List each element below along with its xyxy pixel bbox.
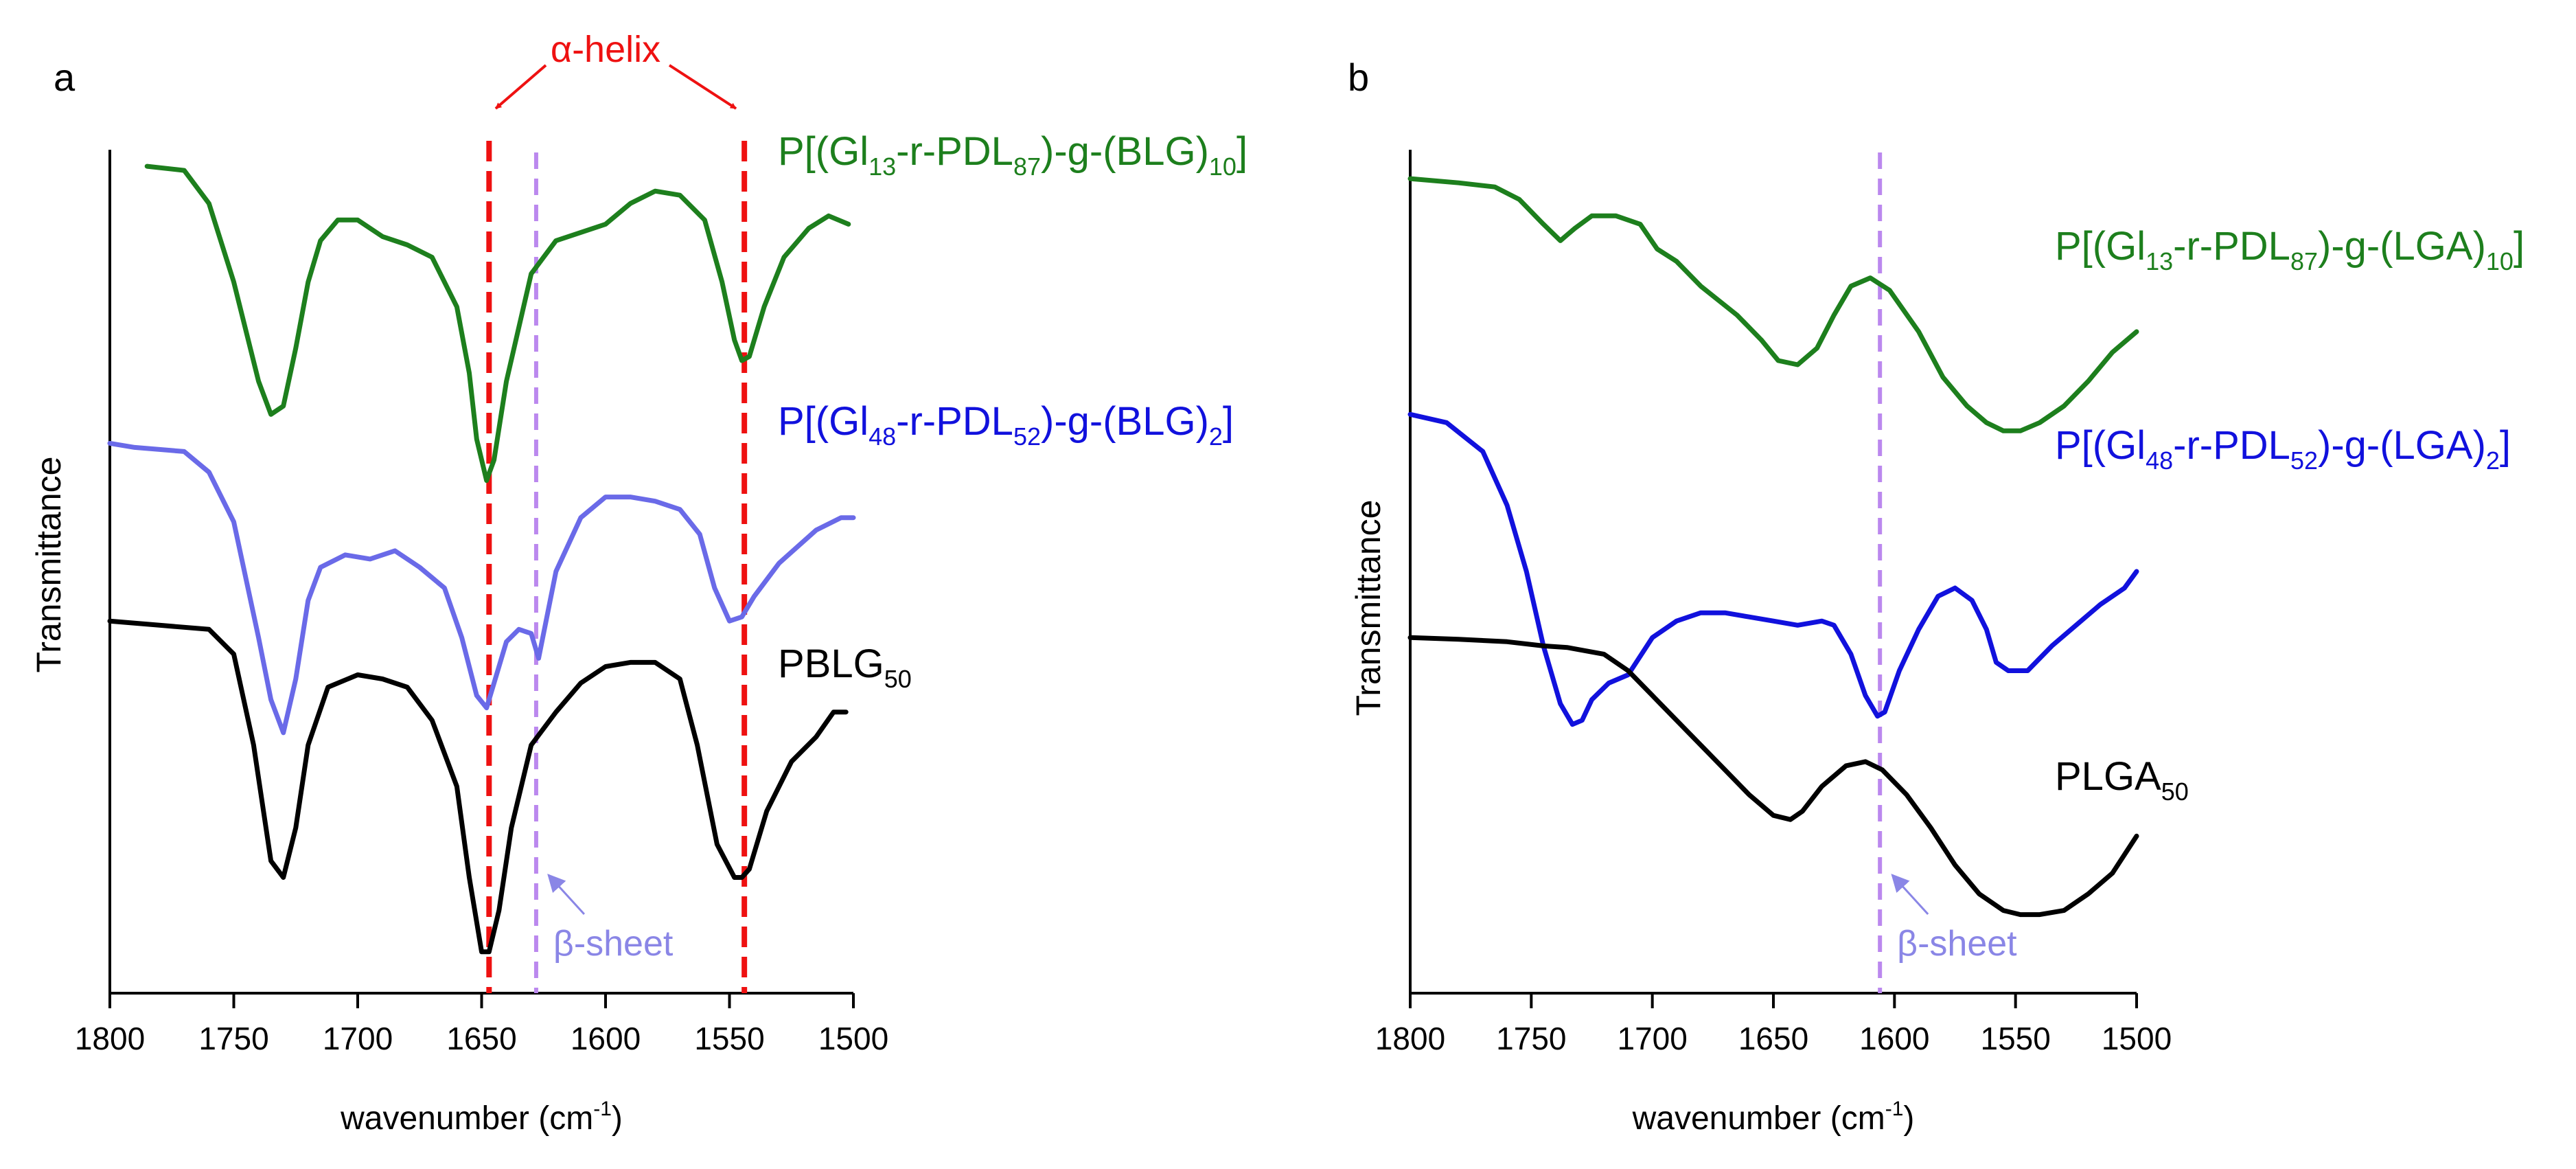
series-label-part: 13 bbox=[2146, 247, 2173, 275]
series-label-part: -r-PDL bbox=[896, 399, 1013, 444]
beta-sheet-arrow bbox=[547, 874, 586, 916]
x-tick-label: 1750 bbox=[198, 1021, 268, 1056]
x-tick-label: 1800 bbox=[75, 1021, 145, 1056]
series-label-part: 50 bbox=[884, 665, 912, 693]
series-label-part: P[(Gl bbox=[778, 399, 869, 444]
x-tick-label: 1650 bbox=[1738, 1021, 1808, 1056]
panel-label: b bbox=[1348, 56, 1369, 99]
series-label-part: 10 bbox=[1209, 152, 1237, 181]
x-axis-title-main: wavenumber bbox=[340, 1100, 529, 1137]
x-tick-label: 1500 bbox=[818, 1021, 888, 1056]
series-label-part: P[(Gl bbox=[2055, 224, 2146, 269]
series-label: P[(Gl48-r-PDL52)-g-(LGA)2] bbox=[2055, 423, 2511, 475]
x-tick-label: 1500 bbox=[2102, 1021, 2172, 1056]
series-label-part: )-g-(BLG) bbox=[1041, 129, 1209, 174]
x-axis-title-unit-sup: -1 bbox=[593, 1098, 612, 1120]
panel-a: a 1800 1750 1700 1650 1600 1550 1500 wavenumber … bbox=[30, 29, 1247, 1137]
series-label: PBLG50 bbox=[778, 642, 912, 693]
series-label: PLGA50 bbox=[2055, 754, 2189, 806]
series-label-part: ] bbox=[2514, 224, 2525, 269]
series-label-part: ] bbox=[1223, 399, 1234, 444]
x-axis-title: wavenumber (cm-1) bbox=[1632, 1098, 1915, 1137]
series-line bbox=[107, 618, 849, 955]
series-line bbox=[1407, 176, 2139, 433]
series-label-part: 50 bbox=[2161, 778, 2189, 806]
series-label-part: PBLG bbox=[778, 642, 884, 686]
x-axis-title: wavenumber (cm-1) bbox=[340, 1098, 623, 1137]
series-label: P[(Gl48-r-PDL52)-g-(BLG)2] bbox=[778, 399, 1234, 451]
alpha-helix-label: α-helix bbox=[551, 29, 660, 70]
x-tick-label: 1700 bbox=[1617, 1021, 1687, 1056]
series-label-part: 10 bbox=[2486, 247, 2514, 275]
x-tick-label: 1600 bbox=[571, 1021, 641, 1056]
series-line bbox=[1407, 635, 2139, 918]
series-label-part: 48 bbox=[869, 422, 896, 451]
x-tick-label: 1800 bbox=[1375, 1021, 1445, 1056]
series-line bbox=[107, 440, 856, 736]
x-axis-title-unit-sup: -1 bbox=[1885, 1098, 1904, 1120]
x-tick-label: 1600 bbox=[1859, 1021, 1929, 1056]
series-label-part: 13 bbox=[869, 152, 896, 181]
beta-sheet-label: β-sheet bbox=[1897, 924, 2017, 964]
y-axis-title: Transmittance bbox=[1349, 500, 1388, 716]
series-label-part: 2 bbox=[1209, 422, 1223, 451]
series-label-part: ] bbox=[1237, 129, 1247, 174]
series-label-part: )-g-(LGA) bbox=[2318, 224, 2486, 269]
series-label-part: 87 bbox=[1013, 152, 1041, 181]
panel-b: b 1800 1750 1700 1650 1600 1550 1500 wavenumber … bbox=[1348, 56, 2525, 1137]
x-axis-title-unit: (cm bbox=[529, 1100, 593, 1137]
series-line bbox=[1407, 411, 2139, 727]
beta-sheet-label: β-sheet bbox=[553, 924, 674, 964]
beta-sheet-arrow bbox=[1891, 874, 1929, 916]
series-line bbox=[144, 163, 851, 484]
series-label-part: 52 bbox=[2290, 446, 2318, 475]
series-label-part: -r-PDL bbox=[2173, 423, 2290, 468]
series-label-part: P[(Gl bbox=[778, 129, 869, 174]
y-axis-title: Transmittance bbox=[30, 457, 68, 673]
series-label-part: ] bbox=[2500, 423, 2511, 468]
series-label-part: -r-PDL bbox=[2173, 224, 2290, 269]
series-label-part: 2 bbox=[2486, 446, 2500, 475]
panel-label: a bbox=[54, 56, 76, 99]
series-label-part: 87 bbox=[2290, 247, 2318, 275]
x-tick-label: 1750 bbox=[1496, 1021, 1566, 1056]
x-tick-label: 1650 bbox=[446, 1021, 516, 1056]
series-label-part: -r-PDL bbox=[896, 129, 1013, 174]
x-axis-title-unit: (cm bbox=[1821, 1100, 1885, 1137]
series-label-part: 48 bbox=[2146, 446, 2173, 475]
alpha-helix-arrow-right bbox=[668, 64, 737, 110]
series-label-part: PLGA bbox=[2055, 754, 2161, 799]
series-label-part: 52 bbox=[1013, 422, 1041, 451]
x-tick-label: 1550 bbox=[694, 1021, 764, 1056]
x-tick-label: 1700 bbox=[323, 1021, 393, 1056]
x-axis-title-unit-close: ) bbox=[612, 1100, 623, 1137]
series-label-part: )-g-(BLG) bbox=[1041, 399, 1209, 444]
series-label-part: )-g-(LGA) bbox=[2318, 423, 2486, 468]
alpha-helix-arrow-left bbox=[494, 64, 547, 110]
series-label-part: P[(Gl bbox=[2055, 423, 2146, 468]
series-label: P[(Gl13-r-PDL87)-g-(LGA)10] bbox=[2055, 224, 2525, 275]
x-tick-label: 1550 bbox=[1980, 1021, 2050, 1056]
x-axis-title-unit-close: ) bbox=[1903, 1100, 1914, 1137]
series-label: P[(Gl13-r-PDL87)-g-(BLG)10] bbox=[778, 129, 1247, 181]
x-axis-title-main: wavenumber bbox=[1632, 1100, 1821, 1137]
